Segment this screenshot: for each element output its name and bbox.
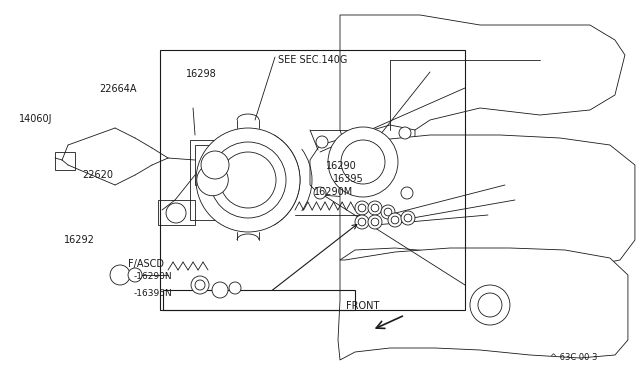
Bar xyxy=(163,290,355,310)
Text: -16290N: -16290N xyxy=(133,272,172,280)
Text: 22664A: 22664A xyxy=(99,84,137,94)
Circle shape xyxy=(470,285,510,325)
Bar xyxy=(158,200,195,225)
Text: 14060J: 14060J xyxy=(19,114,52,124)
Circle shape xyxy=(316,136,328,148)
Polygon shape xyxy=(338,248,628,360)
Circle shape xyxy=(341,140,385,184)
Circle shape xyxy=(229,282,241,294)
Circle shape xyxy=(404,214,412,222)
Circle shape xyxy=(371,204,379,212)
Circle shape xyxy=(110,265,130,285)
Text: FRONT: FRONT xyxy=(346,301,379,311)
Circle shape xyxy=(358,218,366,226)
Circle shape xyxy=(328,127,398,197)
Circle shape xyxy=(368,215,382,229)
Circle shape xyxy=(368,201,382,215)
Circle shape xyxy=(191,276,209,294)
Circle shape xyxy=(195,280,205,290)
Circle shape xyxy=(355,201,369,215)
Circle shape xyxy=(201,151,229,179)
Text: F/ASCD: F/ASCD xyxy=(128,259,164,269)
Text: SEE SEC.140G: SEE SEC.140G xyxy=(278,55,348,64)
Text: 16290M: 16290M xyxy=(314,187,353,196)
Circle shape xyxy=(128,268,142,282)
Text: 16298: 16298 xyxy=(186,70,216,79)
Circle shape xyxy=(388,213,402,227)
Polygon shape xyxy=(310,125,415,200)
Polygon shape xyxy=(340,15,625,150)
Circle shape xyxy=(358,204,366,212)
Circle shape xyxy=(210,142,286,218)
Text: 16292: 16292 xyxy=(64,235,95,245)
Circle shape xyxy=(399,127,411,139)
Text: 22620: 22620 xyxy=(82,170,113,180)
Circle shape xyxy=(384,208,392,216)
Text: 16290: 16290 xyxy=(326,161,357,170)
Text: 16395: 16395 xyxy=(333,174,364,183)
Circle shape xyxy=(196,164,228,196)
Bar xyxy=(190,140,235,220)
Circle shape xyxy=(220,152,276,208)
Circle shape xyxy=(391,216,399,224)
Circle shape xyxy=(401,211,415,225)
Circle shape xyxy=(166,203,186,223)
Circle shape xyxy=(381,205,395,219)
Circle shape xyxy=(212,282,228,298)
Circle shape xyxy=(196,128,300,232)
Bar xyxy=(160,50,465,310)
Polygon shape xyxy=(340,135,635,268)
Circle shape xyxy=(355,215,369,229)
Bar xyxy=(55,152,75,170)
Text: -16395N: -16395N xyxy=(133,289,172,298)
Text: ^ 63C 00 3: ^ 63C 00 3 xyxy=(550,353,598,362)
Bar xyxy=(195,145,238,185)
Circle shape xyxy=(401,187,413,199)
Circle shape xyxy=(314,187,326,199)
Circle shape xyxy=(371,218,379,226)
Circle shape xyxy=(478,293,502,317)
